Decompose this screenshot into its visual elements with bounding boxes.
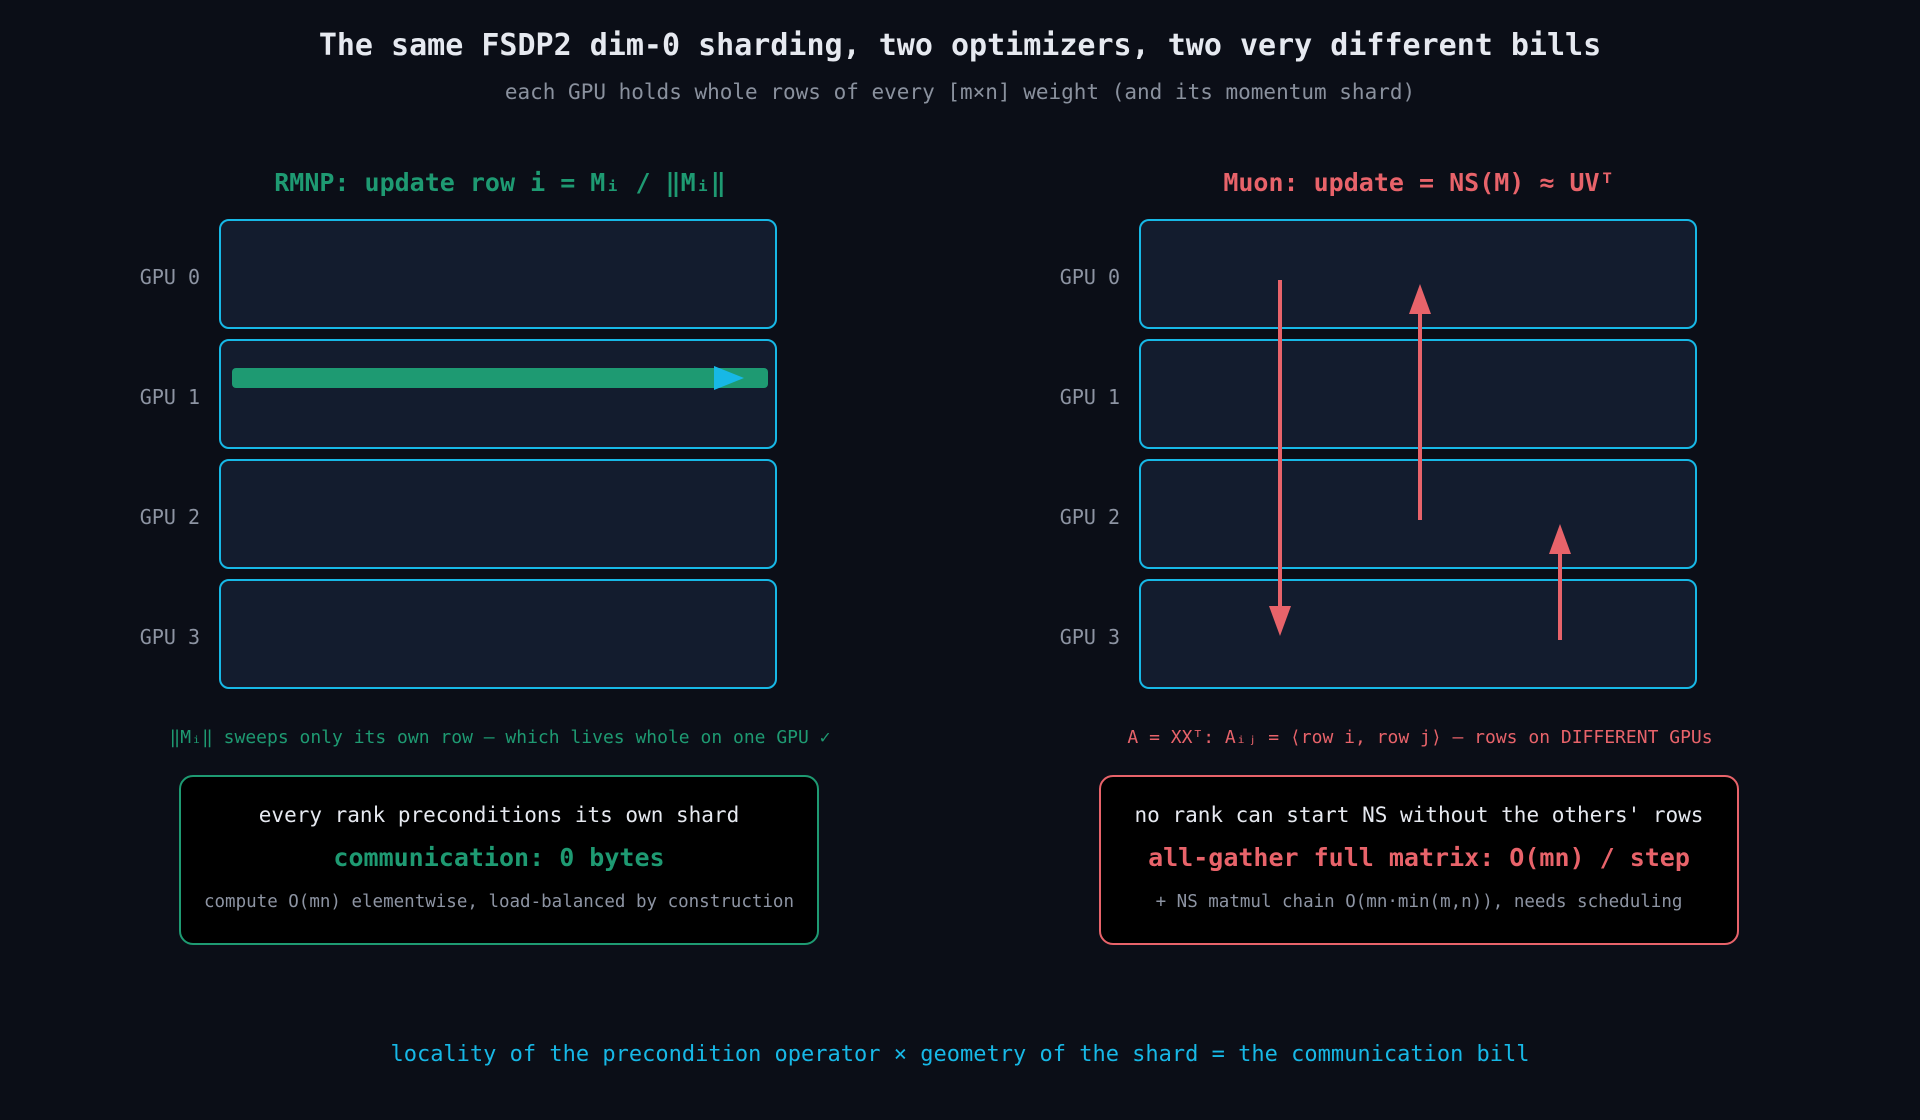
rmnp-gpu-label-0: GPU 0: [139, 265, 200, 289]
rmnp-shard-gpu-1: [219, 339, 777, 449]
muon-summary-line3: + NS matmul chain O(mn·min(m,n)), needs …: [1155, 892, 1683, 912]
page-subtitle: each GPU holds whole rows of every [m×n]…: [504, 80, 1416, 104]
rmnp-gpu-label-2: GPU 2: [139, 505, 200, 529]
rmnp-summary-line1: every rank preconditions its own shard: [258, 803, 740, 827]
footer-caption: locality of the precondition operator × …: [390, 1042, 1530, 1067]
muon-note: A = XXᵀ: Aᵢⱼ = ⟨row i, row j⟩ — rows on …: [1127, 727, 1713, 748]
rmnp-row-arrowhead-icon: [714, 366, 744, 390]
rmnp-gpu-label-3: GPU 3: [139, 625, 200, 649]
rmnp-shard-gpu-0: [219, 219, 777, 329]
muon-gpu-label-3: GPU 3: [1059, 625, 1120, 649]
muon-summary-line2: all-gather full matrix: O(mn) / step: [1148, 843, 1690, 872]
muon-summary-box: no rank can start NS without the others'…: [1099, 775, 1739, 945]
rmnp-row-bar: [232, 368, 768, 388]
muon-gpu-label-2: GPU 2: [1059, 505, 1120, 529]
muon-gpu-label-0: GPU 0: [1059, 265, 1120, 289]
rmnp-shard-gpu-3: [219, 579, 777, 689]
muon-arrowhead-up-icon: [1549, 524, 1571, 554]
rmnp-summary-line2: communication: 0 bytes: [333, 843, 665, 872]
muon-shard-gpu-3: [1139, 579, 1697, 689]
muon-gpu-label-1: GPU 1: [1059, 385, 1120, 409]
muon-arrowhead-down-icon: [1269, 606, 1291, 636]
rmnp-heading: RMNP: update row i = Mᵢ / ‖Mᵢ‖: [274, 168, 726, 197]
rmnp-gpu-label-1: GPU 1: [139, 385, 200, 409]
rmnp-note: ‖Mᵢ‖ sweeps only its own row — which liv…: [169, 727, 831, 748]
muon-arrows: [1269, 280, 1571, 640]
muon-arrowhead-up-icon: [1409, 284, 1431, 314]
muon-heading: Muon: update = NS(M) ≈ UVᵀ: [1223, 168, 1615, 197]
muon-summary-line1: no rank can start NS without the others'…: [1134, 803, 1704, 827]
rmnp-summary-line3: compute O(mn) elementwise, load-balanced…: [203, 892, 794, 912]
rmnp-row-sweep: [232, 366, 768, 390]
muon-panel: Muon: update = NS(M) ≈ UVᵀ GPU 0 GPU 1 G…: [1059, 168, 1739, 945]
rmnp-summary-box: every rank preconditions its own shard c…: [179, 775, 819, 945]
rmnp-panel: RMNP: update row i = Mᵢ / ‖Mᵢ‖ GPU 0 GPU…: [0, 0, 960, 1000]
rmnp-shard-gpu-2: [219, 459, 777, 569]
page-title: The same FSDP2 dim-0 sharding, two optim…: [318, 28, 1602, 63]
